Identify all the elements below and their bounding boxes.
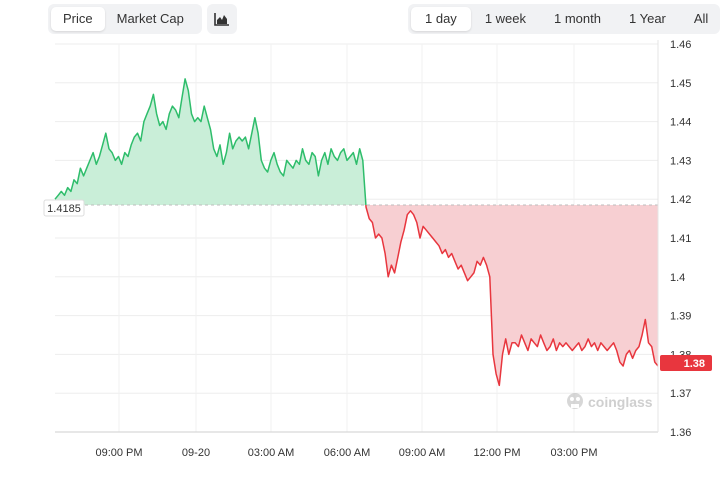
y-tick-label: 1.43 — [670, 155, 691, 167]
area-below-baseline — [365, 205, 658, 386]
y-tick-label: 1.44 — [670, 117, 691, 129]
y-tick-label: 1.46 — [670, 39, 691, 51]
tab-1-day[interactable]: 1 day — [411, 7, 471, 31]
coinglass-logo-icon — [567, 393, 583, 409]
tab-all[interactable]: All — [693, 11, 709, 26]
x-tick-label: 09:00 PM — [95, 447, 142, 459]
x-tick-label: 03:00 AM — [248, 447, 294, 459]
x-tick-label: 12:00 PM — [473, 447, 520, 459]
y-tick-label: 1.42 — [670, 194, 691, 206]
last-price-label: 1.38 — [660, 355, 712, 371]
area-above-baseline — [55, 78, 366, 206]
price-line-up — [54, 78, 367, 206]
watermark: coinglass — [567, 393, 653, 410]
y-tick-label: 1.45 — [670, 78, 691, 90]
tab-1-month[interactable]: 1 month — [554, 11, 601, 26]
tab-1-year[interactable]: 1 Year — [629, 11, 666, 26]
y-tick-label: 1.36 — [670, 427, 691, 439]
x-tick-label: 03:00 PM — [550, 447, 597, 459]
baseline-label: 1.4185 — [43, 199, 85, 217]
x-tick-label: 09:00 AM — [399, 447, 445, 459]
y-tick-label: 1.39 — [670, 311, 691, 323]
x-tick-label: 06:00 AM — [324, 447, 370, 459]
tab-price[interactable]: Price — [51, 7, 105, 31]
chart-type-button[interactable] — [207, 4, 237, 34]
baseline-value-text: 1.4185 — [47, 203, 81, 215]
last-price-text: 1.38 — [684, 358, 705, 370]
x-tick-label: 09-20 — [182, 447, 210, 459]
y-tick-label: 1.37 — [670, 388, 691, 400]
metric-toggle: Price Market Cap — [48, 4, 202, 34]
tab-1-week[interactable]: 1 week — [484, 11, 527, 26]
y-tick-label: 1.38 — [670, 349, 691, 361]
y-tick-label: 1.41 — [670, 233, 691, 245]
range-toggle: 1 day 1 week 1 month 1 Year All — [408, 4, 720, 34]
y-tick-label: 1.4 — [670, 272, 685, 284]
price-line-down — [365, 204, 659, 387]
tab-market-cap[interactable]: Market Cap — [116, 11, 184, 26]
watermark-text: coinglass — [588, 394, 653, 410]
area-chart-icon — [214, 13, 229, 26]
